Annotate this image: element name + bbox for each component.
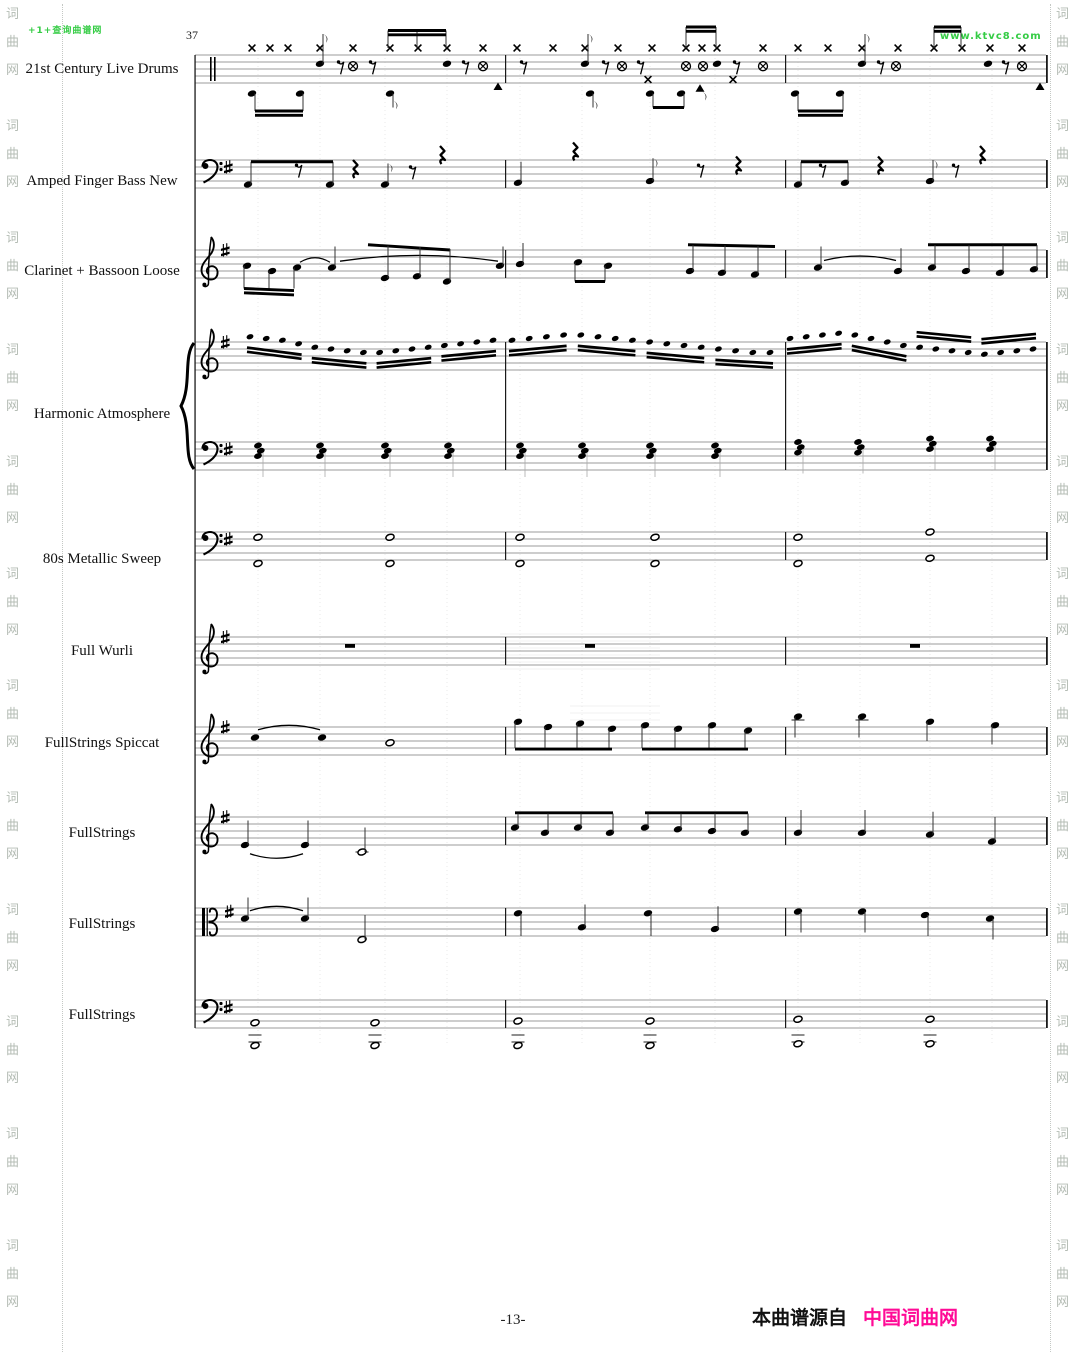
watermark-char: 曲 [6,595,20,610]
watermark-char: 曲 [6,931,20,946]
watermark-char: 曲 [6,483,20,498]
right-margin-dotted-rule [1050,4,1051,1352]
watermark-char: 曲 [1056,595,1070,610]
watermark-char: 网 [1056,847,1070,862]
watermark-char: 网 [6,1295,20,1310]
watermark-char: 词 [6,343,20,358]
watermark-char: 网 [1056,623,1070,638]
watermark-char: 网 [1056,959,1070,974]
watermark-char: 网 [1056,399,1070,414]
staff-label-clarinet: Clarinet + Bassoon Loose [24,263,180,279]
watermark-char: 词 [6,231,20,246]
watermark-char: 词 [6,7,20,22]
watermark-char: 曲 [1056,259,1070,274]
watermark-char: 网 [6,63,20,78]
measure-number: 37 [186,28,198,42]
watermark-char: 网 [6,175,20,190]
scan-remnant [500,628,660,670]
watermark-char: 网 [6,847,20,862]
watermark-char: 网 [6,959,20,974]
staff-label-sweep: 80s Metallic Sweep [42,551,162,567]
left-margin-dotted-rule [62,4,63,1352]
corner-watermark-left: +1+查询曲谱网 [28,26,103,36]
watermark-char: 词 [1056,679,1070,694]
scan-remnant [570,702,660,742]
watermark-char: 网 [6,287,20,302]
staff-label-wurli: Full Wurli [70,643,134,659]
staff-label-spiccat: FullStrings Spiccat [44,735,160,751]
watermark-char: 曲 [6,259,20,274]
watermark-char: 词 [6,903,20,918]
staff-label-drums: 21st Century Live Drums [25,61,179,77]
watermark-char: 网 [6,511,20,526]
watermark-char: 曲 [6,819,20,834]
watermark-char: 曲 [1056,819,1070,834]
watermark-char: 词 [6,567,20,582]
watermark-char: 曲 [6,1267,20,1282]
watermark-char: 曲 [6,371,20,386]
corner-watermark-right: www.ktvc8.com [940,31,1042,42]
watermark-char: 网 [6,1183,20,1198]
watermark-right-column: 词曲网词曲网词曲网词曲网词曲网词曲网词曲网词曲网词曲网词曲网词曲网词曲网 [1056,0,1074,1357]
watermark-char: 网 [1056,287,1070,302]
group-label-harmonic: Harmonic Atmosphere [33,406,171,422]
watermark-char: 词 [1056,1015,1070,1030]
watermark-char: 曲 [1056,1267,1070,1282]
staff-label-fullstrings-1: FullStrings [68,825,136,841]
watermark-char: 网 [1056,1071,1070,1086]
source-attribution-prefix: 本曲谱源自 [752,1307,848,1329]
watermark-char: 曲 [1056,147,1070,162]
watermark-char: 网 [6,623,20,638]
watermark-char: 词 [6,455,20,470]
watermark-char: 曲 [6,35,20,50]
watermark-char: 曲 [1056,35,1070,50]
staff-label-bass: Amped Finger Bass New [26,173,178,189]
watermark-char: 曲 [1056,483,1070,498]
watermark-left-column: 词曲网词曲网词曲网词曲网词曲网词曲网词曲网词曲网词曲网词曲网词曲网词曲网 [6,0,24,1357]
watermark-char: 词 [1056,343,1070,358]
watermark-char: 曲 [6,147,20,162]
staff-label-fullstrings-2: FullStrings [68,916,136,932]
watermark-char: 词 [6,679,20,694]
watermark-char: 网 [1056,63,1070,78]
watermark-char: 词 [1056,455,1070,470]
watermark-char: 网 [1056,1295,1070,1310]
watermark-char: 词 [1056,903,1070,918]
watermark-char: 词 [6,1127,20,1142]
watermark-char: 网 [1056,735,1070,750]
source-site-name: 中国词曲网 [863,1307,959,1329]
watermark-char: 词 [1056,1239,1070,1254]
watermark-char: 词 [1056,119,1070,134]
watermark-char: 网 [1056,511,1070,526]
watermark-char: 曲 [6,1155,20,1170]
watermark-char: 词 [1056,231,1070,246]
watermark-char: 网 [1056,175,1070,190]
staff-label-fullstrings-3: FullStrings [68,1007,136,1023]
watermark-char: 曲 [1056,931,1070,946]
watermark-char: 词 [6,119,20,134]
watermark-char: 词 [6,791,20,806]
watermark-char: 词 [1056,791,1070,806]
watermark-char: 曲 [1056,1155,1070,1170]
watermark-char: 词 [6,1015,20,1030]
source-attribution: 本曲谱源自 中国词曲网 [752,1303,958,1330]
watermark-char: 词 [1056,1127,1070,1142]
watermark-char: 曲 [6,1043,20,1058]
watermark-char: 网 [6,1071,20,1086]
watermark-char: 曲 [1056,707,1070,722]
watermark-char: 词 [1056,567,1070,582]
watermark-char: 网 [1056,1183,1070,1198]
watermark-char: 曲 [1056,1043,1070,1058]
watermark-char: 网 [6,399,20,414]
page-number: -13- [500,1312,526,1328]
watermark-char: 词 [6,1239,20,1254]
watermark-char: 曲 [1056,371,1070,386]
watermark-char: 曲 [6,707,20,722]
watermark-char: 词 [1056,7,1070,22]
watermark-char: 网 [6,735,20,750]
